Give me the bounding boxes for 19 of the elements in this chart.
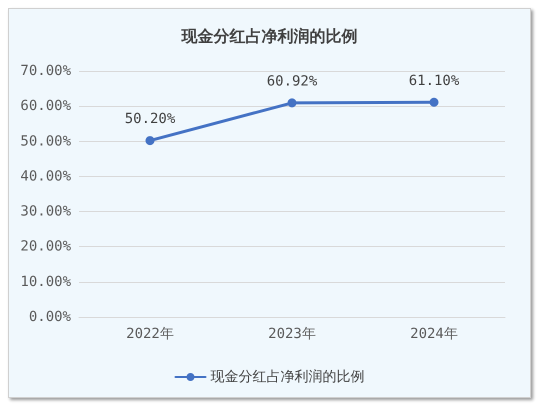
point [430, 98, 438, 107]
point [146, 136, 154, 146]
point [288, 98, 296, 108]
x-tick-label: 2022年 [126, 326, 174, 342]
y-tick-label: 60.00% [20, 98, 72, 114]
data-label: 50.20% [124, 111, 176, 128]
x-tick-label: 2024年 [410, 326, 458, 342]
data-label: 61.10% [408, 72, 460, 89]
y-tick-label: 20.00% [20, 238, 72, 255]
y-tick-label: 70.00% [20, 63, 72, 79]
legend-label: 现金分红占净利润的比例 [210, 369, 364, 385]
y-tick-label: 30.00% [20, 204, 72, 220]
y-tick-label: 40.00% [20, 168, 72, 184]
x-tick-label: 2023年 [268, 326, 316, 342]
y-tick-label: 10.00% [20, 274, 72, 290]
data-label: 60.92% [266, 73, 318, 90]
y-tick-label: 0.00% [28, 309, 72, 325]
y-tick-label: 50.00% [20, 133, 72, 150]
chart-title: 现金分红占净利润的比例 [180, 26, 358, 46]
